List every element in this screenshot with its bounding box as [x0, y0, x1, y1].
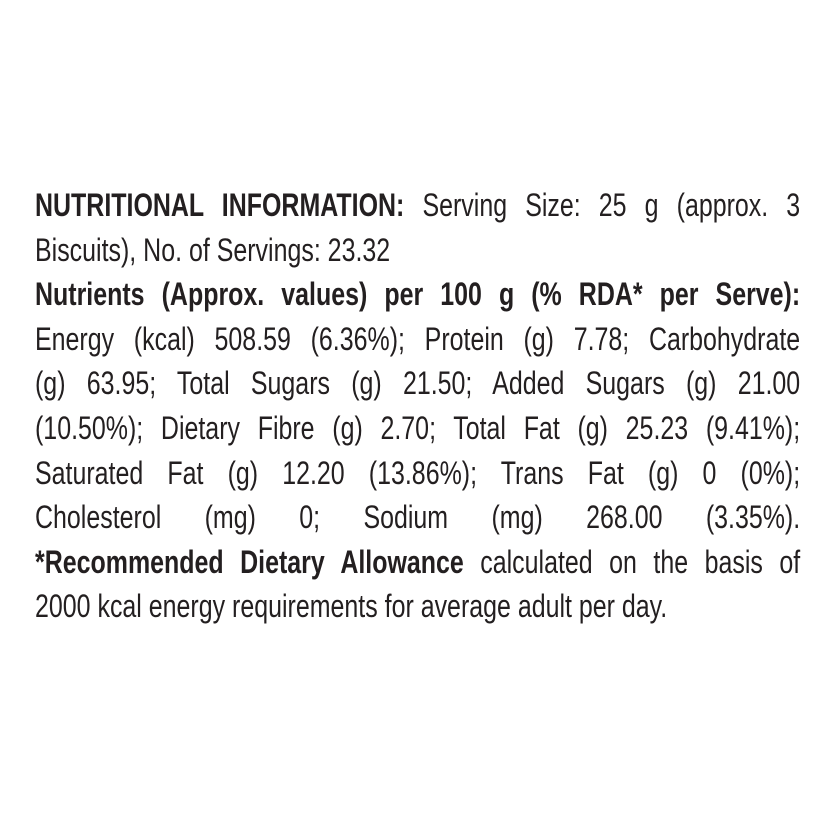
body-text: Cholesterol (mg) 0; Sodium (mg) 268.00 (… — [35, 499, 801, 536]
bold-heading-text: NUTRITIONAL INFORMATION: — [35, 187, 405, 223]
nutrition-info-panel: NUTRITIONAL INFORMATION: Serving Size: 2… — [35, 183, 800, 629]
body-text: Serving Size: 25 g (approx. 3 — [404, 187, 801, 223]
nutrition-text-line: Cholesterol (mg) 0; Sodium (mg) 268.00 (… — [35, 495, 800, 540]
body-text: Saturated Fat (g) 12.20 (13.86%); Trans … — [35, 454, 801, 491]
nutrition-text-line: Biscuits), No. of Servings: 23.32 — [35, 228, 800, 273]
nutrition-text-line: (g) 63.95; Total Sugars (g) 21.50; Added… — [35, 361, 800, 406]
nutrition-text-line: NUTRITIONAL INFORMATION: Serving Size: 2… — [35, 183, 800, 228]
body-text: Energy (kcal) 508.59 (6.36%); Protein (g… — [35, 320, 801, 357]
nutrition-text-line: 2000 kcal energy requirements for averag… — [35, 584, 800, 629]
nutrition-text-line: *Recommended Dietary Allowance calculate… — [35, 540, 800, 585]
nutrition-text-line: Nutrients (Approx. values) per 100 g (% … — [35, 272, 800, 317]
body-text: (g) 63.95; Total Sugars (g) 21.50; Added… — [35, 365, 801, 402]
body-text: Biscuits), No. of Servings: 23.32 — [35, 231, 391, 268]
bold-heading-text: Nutrients (Approx. values) per 100 g (% … — [35, 276, 801, 313]
body-text: calculated on the basis of — [463, 543, 801, 580]
body-text: 2000 kcal energy requirements for averag… — [35, 588, 668, 625]
nutrition-text-line: Saturated Fat (g) 12.20 (13.86%); Trans … — [35, 451, 800, 496]
bold-heading-text: *Recommended Dietary Allowance — [35, 543, 464, 580]
nutrition-text-line: (10.50%); Dietary Fibre (g) 2.70; Total … — [35, 406, 800, 451]
nutrition-text-line: Energy (kcal) 508.59 (6.36%); Protein (g… — [35, 317, 800, 362]
body-text: (10.50%); Dietary Fibre (g) 2.70; Total … — [35, 409, 801, 446]
